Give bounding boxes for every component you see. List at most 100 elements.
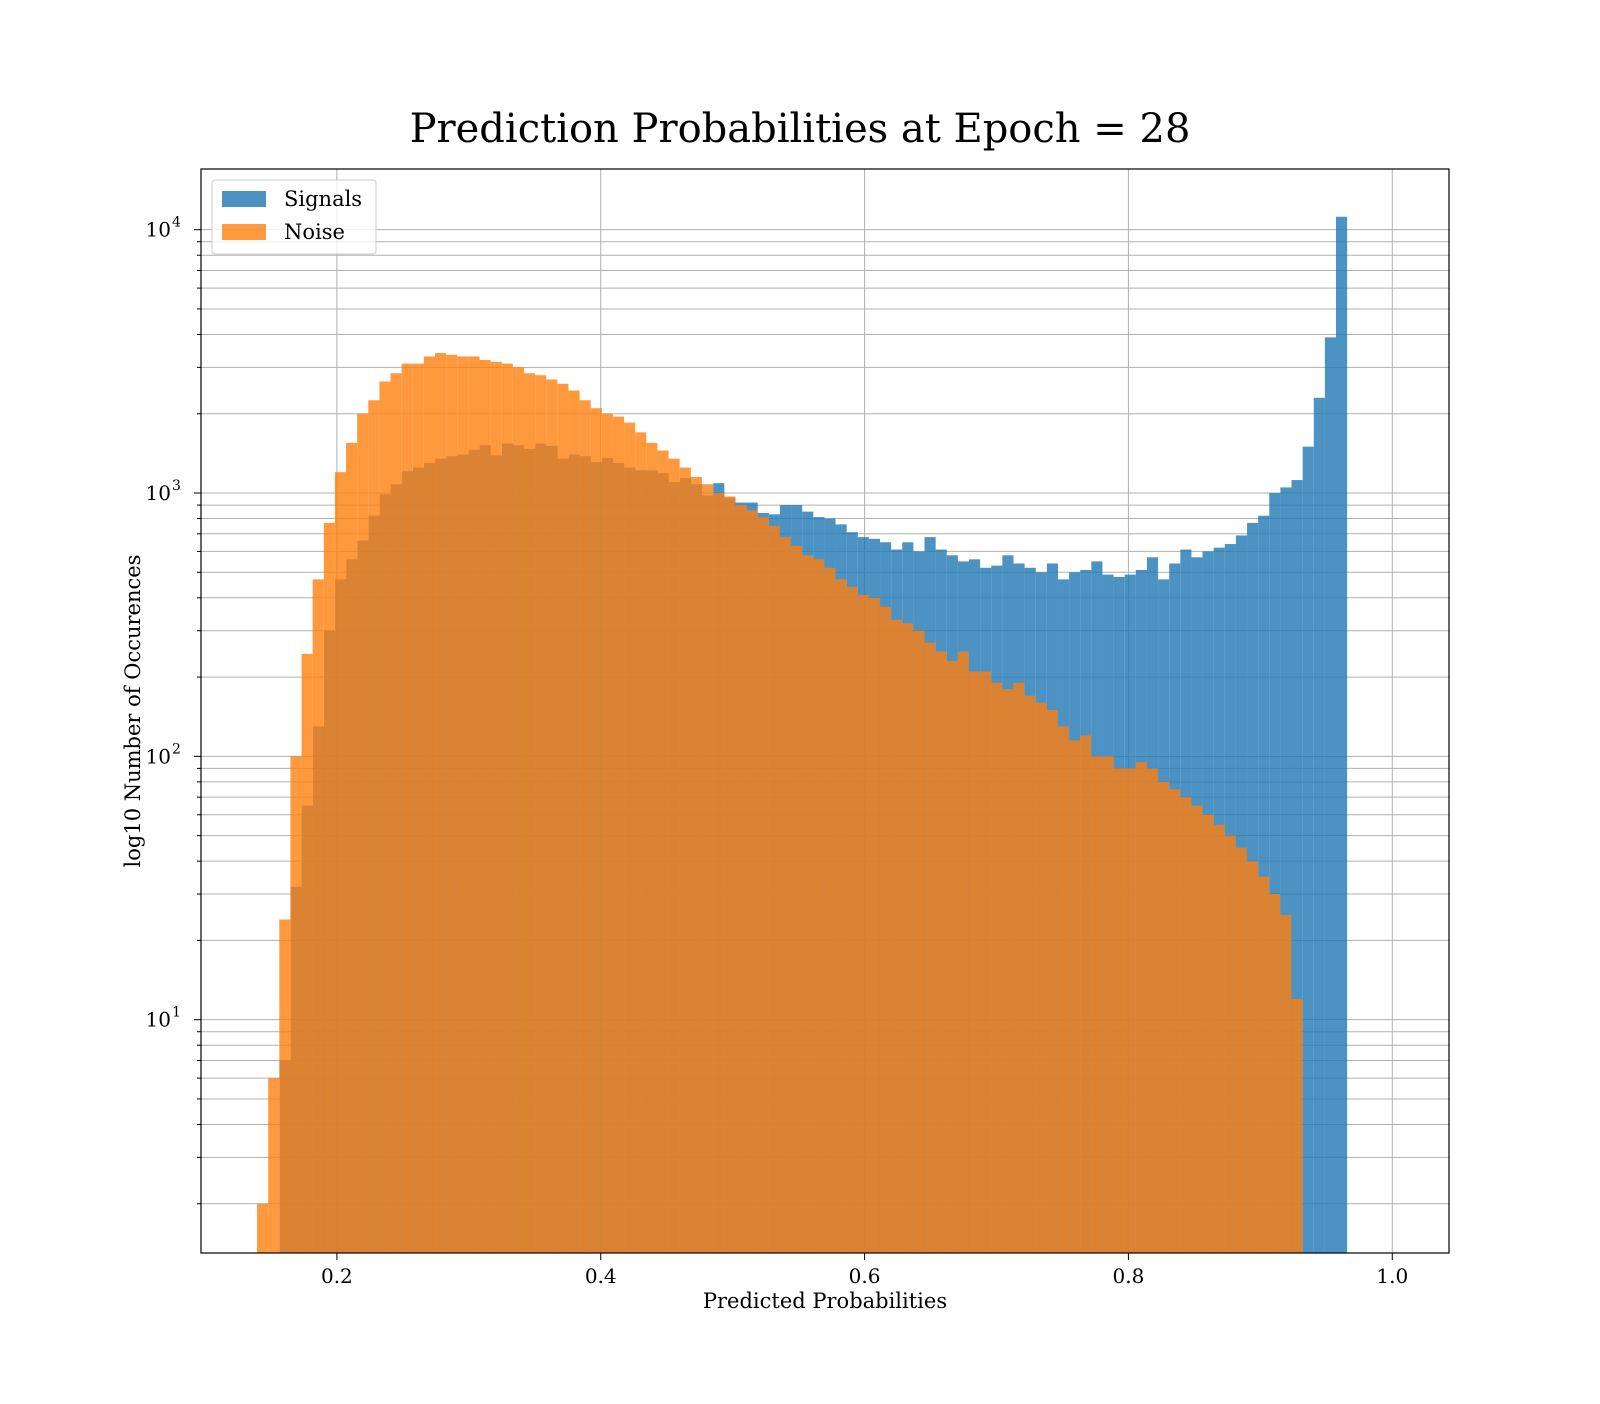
bar-noise <box>390 373 402 1253</box>
y-tick-exponent: 4 <box>172 215 181 231</box>
bar-signals <box>1336 216 1348 1254</box>
bar-noise <box>701 484 714 1254</box>
bar-signals <box>1302 446 1314 1253</box>
bar-noise <box>679 467 691 1253</box>
bar-noise <box>479 359 491 1254</box>
bar-noise <box>423 356 436 1253</box>
bar-noise <box>435 353 447 1253</box>
bar-noise <box>946 661 958 1253</box>
x-tick-label: 0.2 <box>321 1264 353 1288</box>
bar-noise <box>1213 824 1225 1253</box>
bar-noise <box>1224 835 1236 1253</box>
bar-noise <box>368 400 380 1253</box>
y-tick-label: 10 <box>146 1008 171 1032</box>
bar-noise <box>357 413 369 1253</box>
bar-signals <box>1280 487 1292 1253</box>
chart-title: Prediction Probabilities at Epoch = 28 <box>410 106 1191 152</box>
bar-noise <box>535 375 547 1253</box>
bar-noise <box>979 671 992 1253</box>
bar-noise <box>1235 847 1247 1253</box>
bar-noise <box>824 567 836 1253</box>
bar-noise <box>568 390 580 1253</box>
y-tick-label: 10 <box>146 744 171 768</box>
series-noise <box>257 353 1303 1254</box>
bar-noise <box>968 671 980 1253</box>
bar-noise <box>802 555 814 1253</box>
bar-noise <box>879 606 891 1253</box>
bar-noise <box>1146 768 1158 1253</box>
bar-noise <box>924 642 936 1253</box>
bar-noise <box>612 416 625 1254</box>
bar-signals <box>1269 493 1281 1253</box>
bar-noise <box>279 919 291 1253</box>
y-tick-exponent: 3 <box>172 478 181 494</box>
bar-noise <box>1091 756 1103 1253</box>
bar-noise <box>1024 695 1036 1253</box>
bar-noise <box>1102 756 1114 1253</box>
bar-noise <box>1269 894 1281 1253</box>
bar-noise <box>546 379 558 1253</box>
y-tick-exponent: 2 <box>172 741 181 757</box>
bar-noise <box>1068 740 1081 1253</box>
bar-noise <box>913 630 925 1253</box>
bar-noise <box>857 594 869 1253</box>
bar-noise <box>323 522 335 1253</box>
x-tick-label: 0.8 <box>1113 1264 1145 1288</box>
bar-noise <box>412 363 424 1254</box>
bar-noise <box>813 559 825 1253</box>
bar-noise <box>635 432 647 1253</box>
bar-noise <box>1169 789 1181 1253</box>
bar-noise <box>1002 689 1014 1253</box>
bar-noise <box>779 537 791 1253</box>
bar-signals <box>1313 397 1325 1253</box>
bar-noise <box>1113 768 1125 1253</box>
bar-noise <box>1157 781 1170 1253</box>
bar-noise <box>590 408 602 1253</box>
x-tick-label: 1.0 <box>1376 1264 1408 1288</box>
bar-noise <box>957 651 969 1253</box>
bar-noise <box>1046 709 1058 1253</box>
bar-noise <box>846 586 858 1253</box>
bar-noise <box>1124 768 1136 1253</box>
bar-noise <box>868 597 880 1253</box>
bar-noise <box>601 413 613 1253</box>
bar-noise <box>1135 762 1147 1253</box>
bar-noise <box>346 442 358 1253</box>
x-tick-label: 0.4 <box>585 1264 617 1288</box>
bar-noise <box>523 373 536 1253</box>
bar-noise <box>401 363 413 1254</box>
bar-noise <box>724 496 736 1253</box>
bar-noise <box>735 505 747 1254</box>
y-axis-label: log10 Number of Occurences <box>121 555 145 868</box>
bar-noise <box>579 400 591 1253</box>
bar-noise <box>1257 876 1270 1253</box>
bar-noise <box>757 517 769 1253</box>
y-tick-exponent: 1 <box>172 1005 181 1021</box>
bar-noise <box>713 493 725 1253</box>
legend-label-signals: Signals <box>284 187 362 211</box>
bar-noise <box>668 458 680 1253</box>
bar-noise <box>1180 797 1192 1253</box>
bar-noise <box>1202 814 1214 1253</box>
bar-noise <box>557 383 569 1254</box>
bar-noise <box>1291 998 1303 1253</box>
legend-swatch-noise <box>222 224 266 240</box>
bar-noise <box>301 653 313 1253</box>
bar-noise <box>446 354 458 1254</box>
bar-noise <box>935 651 947 1253</box>
bar-noise <box>268 1078 280 1253</box>
bar-noise <box>657 450 669 1253</box>
bar-noise <box>468 356 480 1253</box>
bar-noise <box>312 579 324 1253</box>
x-axis-ticks: 0.2 0.4 0.6 0.8 1.0 <box>321 1253 1408 1288</box>
legend-label-noise: Noise <box>284 220 345 244</box>
bar-noise <box>624 422 636 1253</box>
bar-noise <box>1013 682 1025 1253</box>
bar-noise <box>890 619 903 1253</box>
bar-noise <box>1035 702 1047 1253</box>
bar-noise <box>690 477 702 1253</box>
bar-noise <box>257 1203 269 1253</box>
